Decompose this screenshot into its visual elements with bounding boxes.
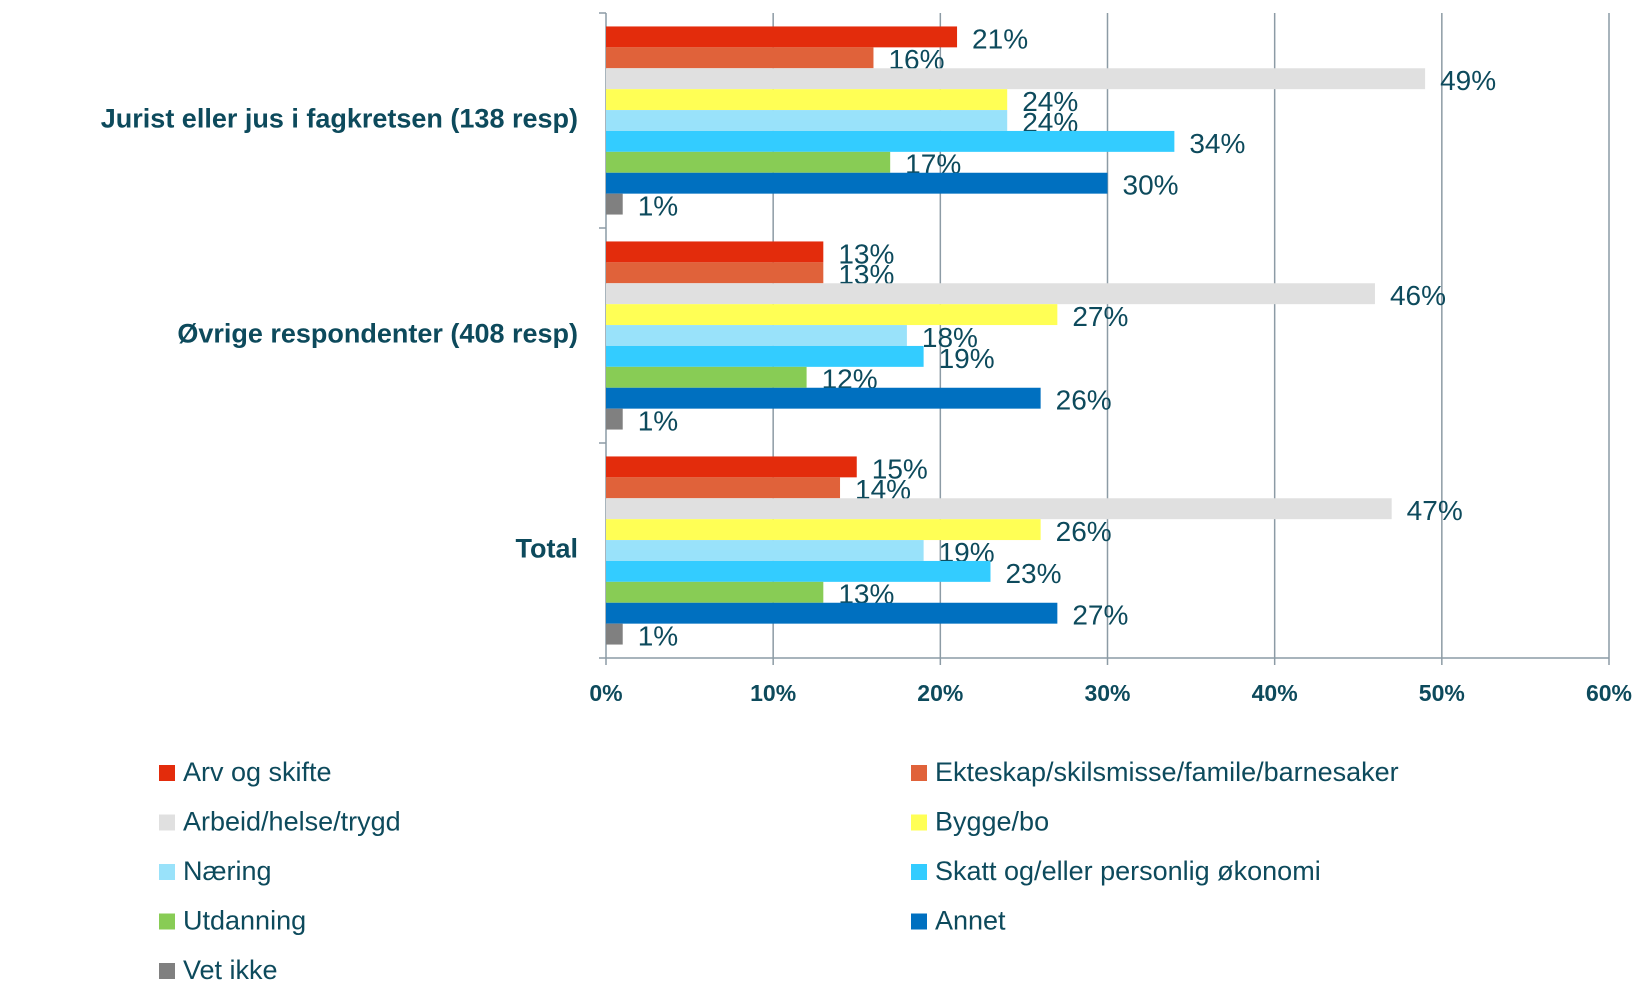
legend-label: Arbeid/helse/trygd	[183, 807, 401, 837]
value-label: 49%	[1440, 65, 1496, 96]
value-label: 23%	[1005, 558, 1061, 589]
value-label: 27%	[1072, 301, 1128, 332]
bar	[606, 498, 1392, 520]
value-label: 30%	[1123, 170, 1179, 201]
bar	[606, 47, 874, 69]
legend-label: Utdanning	[183, 906, 306, 936]
value-label: 1%	[638, 620, 678, 651]
bar	[606, 193, 623, 215]
value-label: 21%	[972, 23, 1028, 54]
bar	[606, 345, 924, 367]
value-label: 19%	[939, 343, 995, 374]
legend-swatch	[159, 913, 175, 930]
legend-swatch	[159, 765, 175, 781]
legend-label: Skatt og/eller personlig økonomi	[935, 856, 1321, 886]
bar	[606, 456, 857, 478]
x-tick-label: 20%	[917, 680, 963, 706]
bar	[606, 408, 623, 430]
bar	[606, 325, 907, 346]
bar	[606, 68, 1426, 90]
legend-swatch	[159, 864, 175, 880]
legend-swatch	[911, 913, 927, 930]
bar	[606, 540, 924, 561]
category-label: Jurist eller jus i fagkretsen (138 resp)	[101, 104, 578, 134]
bar	[606, 283, 1375, 305]
x-tick-label: 10%	[750, 680, 796, 706]
bar	[606, 89, 1008, 111]
value-label: 24%	[1022, 86, 1078, 117]
bar	[606, 130, 1175, 152]
bar	[606, 623, 623, 645]
value-label: 15%	[872, 453, 928, 484]
value-label: 46%	[1390, 280, 1446, 311]
legend-label: Vet ikke	[183, 955, 278, 984]
bar	[606, 387, 1041, 409]
x-tick-label: 30%	[1084, 680, 1130, 706]
bar	[606, 477, 841, 499]
legend-label: Næring	[183, 856, 272, 886]
x-tick-label: 40%	[1252, 680, 1298, 706]
bar	[606, 602, 1058, 624]
value-label: 27%	[1072, 600, 1128, 631]
bar	[606, 519, 1041, 541]
value-label: 34%	[1189, 128, 1245, 159]
value-label: 1%	[638, 405, 678, 436]
bar	[606, 110, 1008, 131]
x-tick-label: 50%	[1419, 680, 1465, 706]
legend-label: Arv og skifte	[183, 757, 332, 787]
x-tick-label: 60%	[1586, 680, 1632, 706]
category-label: Total	[516, 534, 579, 564]
legend-swatch	[911, 765, 927, 781]
legend-swatch	[911, 864, 927, 880]
bar	[606, 241, 824, 263]
bar	[606, 262, 824, 284]
x-tick-label: 0%	[589, 680, 622, 706]
legend-label: Bygge/bo	[935, 807, 1049, 837]
bar	[606, 581, 824, 603]
category-label: Øvrige respondenter (408 resp)	[177, 319, 578, 349]
legend-swatch	[911, 814, 927, 831]
legend-swatch	[159, 814, 175, 831]
value-label: 47%	[1407, 495, 1463, 526]
bar	[606, 151, 891, 173]
legend-label: Ekteskap/skilsmisse/famile/barnesaker	[935, 757, 1399, 787]
value-label: 26%	[1056, 385, 1112, 416]
value-label: 1%	[638, 190, 678, 221]
value-label: 18%	[922, 322, 978, 353]
bar	[606, 366, 807, 388]
value-label: 26%	[1056, 516, 1112, 547]
value-label: 13%	[838, 238, 894, 269]
bar	[606, 26, 958, 48]
bar	[606, 560, 991, 582]
legend-label: Annet	[935, 906, 1006, 936]
bar	[606, 304, 1058, 326]
legend-swatch	[159, 963, 175, 979]
bar	[606, 172, 1108, 194]
